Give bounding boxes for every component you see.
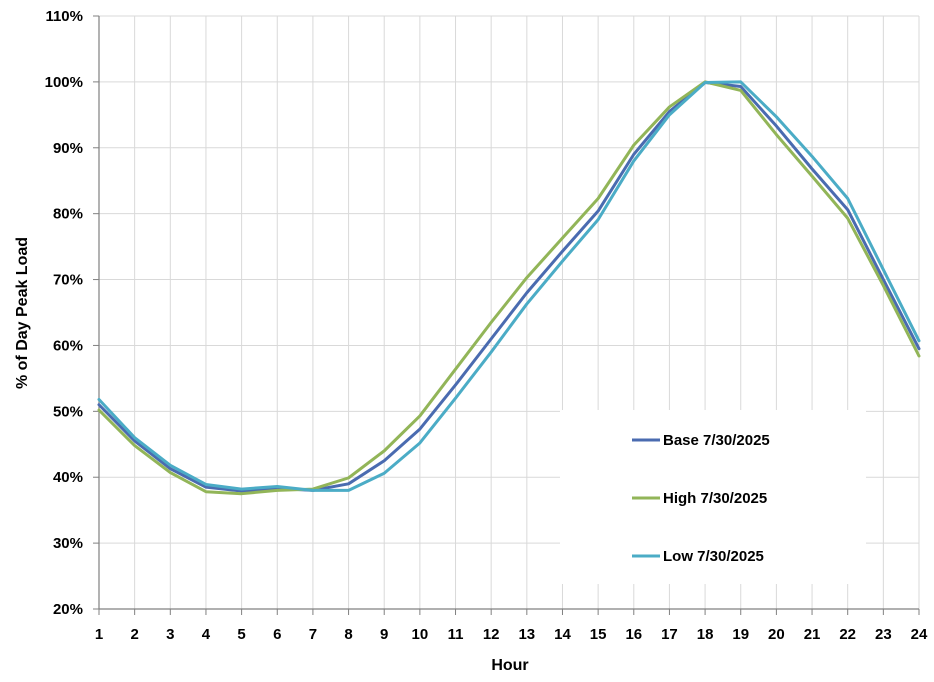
x-tick-label: 15 bbox=[590, 626, 607, 643]
y-tick-label: 30% bbox=[53, 535, 83, 552]
x-tick-label: 14 bbox=[554, 626, 571, 643]
x-tick-label: 11 bbox=[448, 626, 464, 643]
x-tick-label: 13 bbox=[518, 626, 535, 643]
x-tick-label: 7 bbox=[309, 626, 317, 643]
x-tick-label: 10 bbox=[412, 626, 429, 643]
x-tick-label: 20 bbox=[768, 626, 785, 643]
x-axis-title: Hour bbox=[491, 657, 528, 674]
legend-box bbox=[560, 410, 866, 584]
y-tick-label: 20% bbox=[53, 601, 83, 618]
x-tick-label: 8 bbox=[344, 626, 352, 643]
x-tick-label: 1 bbox=[95, 626, 103, 643]
y-tick-label: 70% bbox=[53, 272, 83, 289]
y-axis-title: % of Day Peak Load bbox=[14, 237, 31, 389]
x-tick-label: 6 bbox=[273, 626, 281, 643]
tick-labels: 20%30%40%50%60%70%80%90%100%110%1 2 3 4 5 6 7 8… bbox=[45, 8, 928, 643]
x-tick-label: 16 bbox=[625, 626, 642, 643]
axes bbox=[93, 15, 920, 615]
series-line-0 bbox=[97, 81, 921, 493]
x-tick-label: 2 bbox=[130, 626, 138, 643]
legend-label: Low 7/30/2025 bbox=[663, 548, 764, 565]
x-tick-label: 19 bbox=[732, 626, 749, 643]
x-tick-label: 3 bbox=[166, 626, 174, 643]
series-lines bbox=[97, 80, 921, 496]
x-tick-label: 5 bbox=[237, 626, 245, 643]
y-tick-label: 90% bbox=[53, 140, 83, 157]
series-line-1 bbox=[97, 80, 921, 496]
x-tick-label: 18 bbox=[697, 626, 714, 643]
y-tick-label: 40% bbox=[53, 469, 83, 486]
y-tick-label: 100% bbox=[45, 74, 83, 91]
x-tick-label: 21 bbox=[804, 626, 821, 643]
series-line-2 bbox=[97, 80, 921, 492]
x-tick-label: 9 bbox=[380, 626, 388, 643]
y-tick-label: 80% bbox=[53, 206, 83, 223]
legend: Base 7/30/2025 High 7/30/2025 Low 7/30/202… bbox=[632, 432, 770, 565]
legend-label: Base 7/30/2025 bbox=[663, 432, 770, 449]
x-tick-label: 23 bbox=[875, 626, 892, 643]
x-tick-label: 24 bbox=[911, 626, 928, 643]
legend-label: High 7/30/2025 bbox=[663, 490, 767, 507]
y-tick-label: 110% bbox=[45, 8, 83, 25]
x-tick-label: 12 bbox=[483, 626, 500, 643]
x-tick-label: 22 bbox=[839, 626, 856, 643]
x-tick-label: 17 bbox=[661, 626, 678, 643]
y-tick-label: 60% bbox=[53, 337, 83, 354]
y-tick-label: 50% bbox=[53, 403, 83, 420]
x-tick-label: 4 bbox=[202, 626, 211, 643]
legend-background bbox=[560, 410, 866, 584]
